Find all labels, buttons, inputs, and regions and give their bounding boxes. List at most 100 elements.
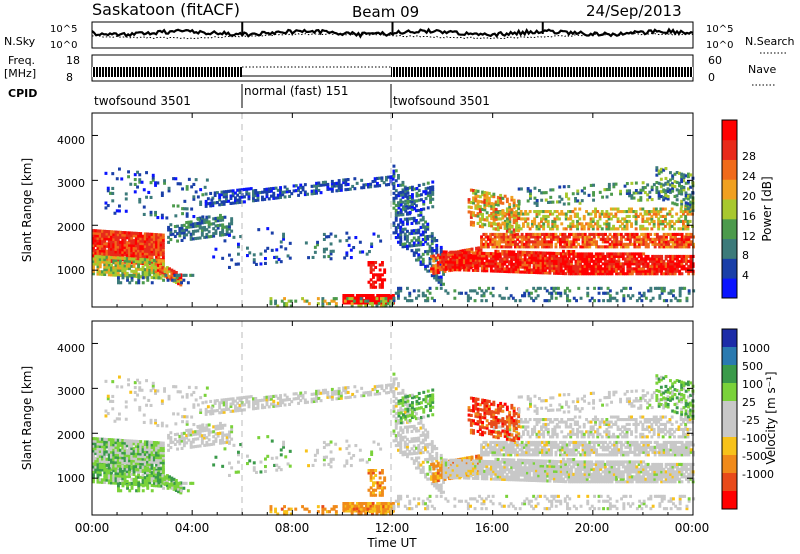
power-cell [553, 222, 557, 226]
power-cell [580, 224, 584, 228]
power-cell [487, 259, 491, 263]
velocity-cell [96, 449, 100, 453]
power-cell [677, 227, 681, 231]
power-cell [417, 208, 421, 212]
power-cell [568, 245, 571, 249]
power-cell [204, 204, 208, 208]
power-cell [442, 272, 445, 276]
power-cell [443, 269, 447, 273]
power-cell [519, 263, 523, 267]
velocity-cell [132, 454, 136, 458]
power-cell [161, 264, 165, 268]
power-cell [358, 250, 362, 254]
power-cell [319, 183, 323, 187]
power-cell [110, 242, 113, 246]
power-cell [420, 208, 423, 212]
power-cell [389, 304, 392, 308]
power-cell [272, 186, 276, 190]
power-cell [258, 191, 262, 195]
power-cell [146, 260, 149, 264]
velocity-cell [157, 453, 161, 457]
power-cell [676, 240, 680, 244]
power-cell [512, 216, 516, 220]
power-cell [399, 289, 403, 293]
power-cell [570, 242, 574, 246]
velocity-cell [103, 478, 107, 482]
power-cell [594, 259, 598, 263]
power-cell [544, 256, 547, 260]
power-cell [392, 169, 396, 173]
power-cell [689, 262, 693, 266]
velocity-cell [141, 478, 145, 482]
power-cell [392, 223, 396, 227]
power-cell [655, 235, 659, 239]
power-heatmap [92, 164, 696, 308]
power-cell [526, 199, 530, 203]
power-cell [307, 256, 310, 260]
power-cell [520, 242, 524, 246]
power-cell [168, 274, 171, 278]
power-cell [259, 262, 263, 266]
power-cell [433, 236, 436, 240]
power-cell [96, 257, 100, 261]
power-cell [282, 237, 285, 241]
power-cell [421, 257, 425, 261]
power-cell [570, 252, 573, 256]
power-cell [609, 217, 613, 221]
power-cell [238, 200, 242, 204]
velocity-cell [130, 465, 134, 469]
power-cell [119, 264, 122, 268]
power-cell [236, 188, 240, 192]
velocity-cell [114, 438, 118, 442]
power-cell [688, 212, 692, 216]
power-cell [141, 244, 145, 248]
velocity-cell [116, 476, 120, 480]
power-cell [257, 228, 261, 232]
power-cell [222, 195, 226, 199]
power-cell [92, 272, 95, 276]
power-cell [637, 267, 641, 271]
velocity-cell [112, 453, 116, 457]
velocity-cell [159, 458, 163, 462]
power-cell [467, 251, 471, 255]
power-cell [615, 242, 619, 246]
power-cell [386, 302, 390, 306]
power-cell [478, 195, 482, 199]
power-cell [216, 226, 220, 230]
power-cell [329, 232, 333, 236]
power-cell [367, 294, 371, 298]
power-cell [114, 245, 118, 249]
power-cell [644, 257, 648, 261]
power-cell [199, 202, 203, 206]
power-cell [103, 244, 107, 248]
power-cell [576, 192, 580, 196]
power-cell [544, 191, 548, 195]
power-cell [567, 202, 571, 206]
power-cell [540, 198, 544, 202]
power-cell [550, 245, 553, 249]
power-cell [579, 254, 582, 258]
power-cell [626, 294, 630, 298]
power-ytick-4000: 4000 [57, 134, 85, 147]
power-cell [137, 236, 140, 240]
power-cell [607, 224, 611, 228]
power-cell [146, 249, 149, 253]
velocity-cell [121, 477, 125, 481]
power-cell [397, 286, 400, 290]
power-cell [528, 258, 532, 262]
velocity-cell [132, 477, 136, 481]
power-cell [397, 206, 401, 210]
power-cell [159, 259, 163, 263]
power-cell [601, 254, 605, 258]
power-cell [394, 291, 398, 295]
power-cell [367, 185, 370, 189]
power-cell [592, 269, 596, 273]
power-cell [624, 257, 627, 261]
power-cell [457, 291, 461, 295]
power-cell [474, 194, 478, 198]
velocity-cell [159, 443, 163, 447]
velocity-cell [141, 460, 145, 464]
power-cell [110, 259, 113, 263]
velocity-cell [161, 449, 165, 453]
power-cell [581, 257, 585, 261]
